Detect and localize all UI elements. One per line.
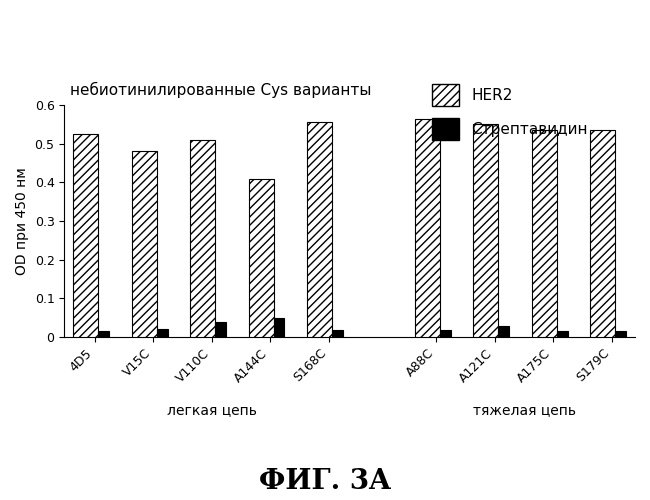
Bar [616,331,626,337]
Text: легкая цепь: легкая цепь [167,402,257,416]
Y-axis label: OD при 450 нм: OD при 450 нм [15,167,29,275]
Bar [440,330,450,337]
Bar [532,130,557,337]
Bar [157,329,168,337]
Bar [132,152,157,337]
Bar [499,326,509,337]
Bar [274,318,285,337]
Bar [215,322,226,337]
Text: тяжелая цепь: тяжелая цепь [473,402,575,416]
Bar [248,178,274,337]
Bar [473,124,499,337]
Bar [98,331,109,337]
Bar [332,330,343,337]
Bar [307,122,332,337]
Bar [415,118,440,337]
Bar [557,331,567,337]
Legend: HER2, Стрептавидин: HER2, Стрептавидин [426,78,594,146]
Text: ФИГ. 3A: ФИГ. 3A [259,468,391,495]
Text: небиотинилированные Cys варианты: небиотинилированные Cys варианты [70,82,371,98]
Bar [73,134,98,337]
Bar [590,130,616,337]
Bar [190,140,215,337]
